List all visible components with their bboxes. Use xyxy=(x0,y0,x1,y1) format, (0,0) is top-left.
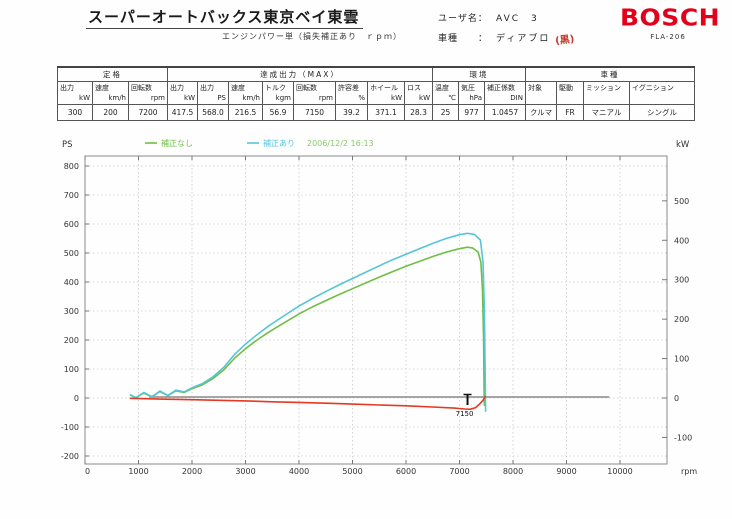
table-value-cell: 417.5 xyxy=(167,104,198,121)
table-column-header: 出力 kW xyxy=(57,81,93,105)
table-column-header: ミッション xyxy=(583,81,630,105)
x-tick-label: 6000 xyxy=(396,467,416,476)
x-tick-label: 7000 xyxy=(449,467,469,476)
table-group-header: 定格 xyxy=(57,66,168,82)
brand-block: BOSCH FLA-206 xyxy=(620,3,721,41)
table-value-cell: 39.2 xyxy=(335,104,368,121)
table-value-cell: 568.0 xyxy=(197,104,229,121)
max-power-marker-label: 7150 xyxy=(456,410,474,418)
x-tick-label: 3000 xyxy=(235,467,255,476)
y-left-tick-label: -100 xyxy=(61,423,79,432)
x-tick-label: 4000 xyxy=(289,467,309,476)
table-column-header: 回転数 rpm xyxy=(293,81,336,105)
table-value-cell: 300 xyxy=(57,104,93,121)
table-column-header: 出力 kW xyxy=(167,81,198,105)
page-title: スーパーオートバックス東京ベイ東雲 xyxy=(86,6,364,29)
y-left-tick-label: 500 xyxy=(64,249,79,258)
user-name-label: ユーザ名： xyxy=(438,14,488,24)
y-right-tick-label: 300 xyxy=(674,276,689,285)
table-value-cell: 371.1 xyxy=(367,104,405,121)
table-column-header: 出力 PS xyxy=(197,81,229,105)
table-value-cell: シングル xyxy=(629,104,695,121)
table-value-cell: 7200 xyxy=(128,104,168,121)
x-tick-label: 0 xyxy=(85,467,90,476)
vehicle-label: 車種 ： xyxy=(438,34,489,44)
left-axis-unit: PS xyxy=(62,140,73,150)
table-column-header: 許容差% xyxy=(335,81,368,105)
right-axis-unit: kW xyxy=(676,140,690,150)
table-group-header: 環境 xyxy=(432,66,526,82)
table-column-header: 補正係数 DIN xyxy=(484,81,526,105)
y-right-tick-label: 400 xyxy=(674,236,689,245)
bosch-logo: BOSCH xyxy=(620,4,721,31)
x-tick-label: 8000 xyxy=(503,467,523,476)
table-value-cell: 7150 xyxy=(293,104,336,121)
table-column-header: イグニション xyxy=(629,81,695,105)
y-right-tick-label: 500 xyxy=(674,197,689,206)
handwritten-note: (黒) xyxy=(555,33,576,48)
table-group-header: 達成出力（MAX） xyxy=(167,66,433,82)
x-tick-label: 2000 xyxy=(182,467,202,476)
table-column-header: 回転数 rpm xyxy=(128,81,168,105)
table-group-header: 車種 xyxy=(525,66,695,82)
chart-timestamp: 2006/12/2 16:13 xyxy=(307,139,374,148)
y-right-tick-label: 100 xyxy=(674,355,689,364)
x-tick-label: 10000 xyxy=(607,467,632,476)
table-value-cell: 25 xyxy=(432,104,459,121)
x-tick-label: 5000 xyxy=(342,467,362,476)
table-value-cell: 1.0457 xyxy=(484,104,526,121)
table-column-header: ロス kW xyxy=(404,81,433,105)
y-left-tick-label: -200 xyxy=(61,452,79,461)
table-value-cell: 200 xyxy=(92,104,129,121)
table-value-cell: マニアル xyxy=(583,104,630,121)
y-left-tick-label: 800 xyxy=(64,162,79,171)
x-axis-unit: rpm xyxy=(681,467,697,476)
table-value-cell: 56.9 xyxy=(262,104,294,121)
dyno-chart: PS kW8007006005004003002001000-100-200500… xyxy=(61,138,698,476)
table-column-header: 速度 km/h xyxy=(92,81,129,105)
series-loss-curve xyxy=(129,395,487,411)
y-left-tick-label: 0 xyxy=(74,394,79,403)
series-補正なし xyxy=(129,246,486,407)
table-column-header: 温度 ℃ xyxy=(432,81,459,105)
y-left-tick-label: 300 xyxy=(64,307,79,316)
table-column-header: ホイール kW xyxy=(367,81,405,105)
vehicle-value: ディアブロ xyxy=(496,34,551,44)
y-right-tick-label: 200 xyxy=(674,315,689,324)
table-value-cell: クルマ xyxy=(525,104,557,121)
table-column-header: 速度 km/h xyxy=(228,81,263,105)
user-name-value: AVC 3 xyxy=(496,14,539,24)
table-column-header: 気圧 hPa xyxy=(458,81,485,105)
x-tick-label: 1000 xyxy=(128,467,148,476)
y-left-tick-label: 200 xyxy=(64,336,79,345)
x-tick-label: 9000 xyxy=(556,467,576,476)
y-left-tick-label: 100 xyxy=(64,365,79,374)
table-value-cell: 977 xyxy=(458,104,485,121)
y-left-tick-label: 600 xyxy=(64,220,79,229)
table-value-cell: 28.3 xyxy=(404,104,433,121)
spec-table: 定格 達成出力（MAX） 環境 車種 出力 kW 速度 km/h 回転数 rpm 出力 kW 出力 PS 速… xyxy=(57,66,695,121)
table-column-header: 対象 xyxy=(525,81,557,105)
plot-border xyxy=(84,155,668,465)
y-right-tick-label: 0 xyxy=(674,394,679,403)
table-column-header: 駆動 xyxy=(556,81,584,105)
y-left-tick-label: 700 xyxy=(64,191,79,200)
y-right-tick-label: -100 xyxy=(674,433,692,442)
table-value-cell: FR xyxy=(556,104,584,121)
legend-label-1: 補正あり xyxy=(263,138,295,148)
y-left-tick-label: 400 xyxy=(64,278,79,287)
user-info-block: ユーザ名： AVC 3 車種 ： ディアブロ (黒) xyxy=(438,11,575,53)
table-column-header: トルク kgm xyxy=(262,81,294,105)
legend-label-0: 補正なし xyxy=(161,138,193,148)
series-補正あり xyxy=(129,232,487,412)
report-subtitle: エンジンパワー単（損失補正あり ｒｐｍ） xyxy=(222,32,402,41)
device-model: FLA-206 xyxy=(650,33,686,41)
table-value-cell: 216.5 xyxy=(228,104,263,121)
